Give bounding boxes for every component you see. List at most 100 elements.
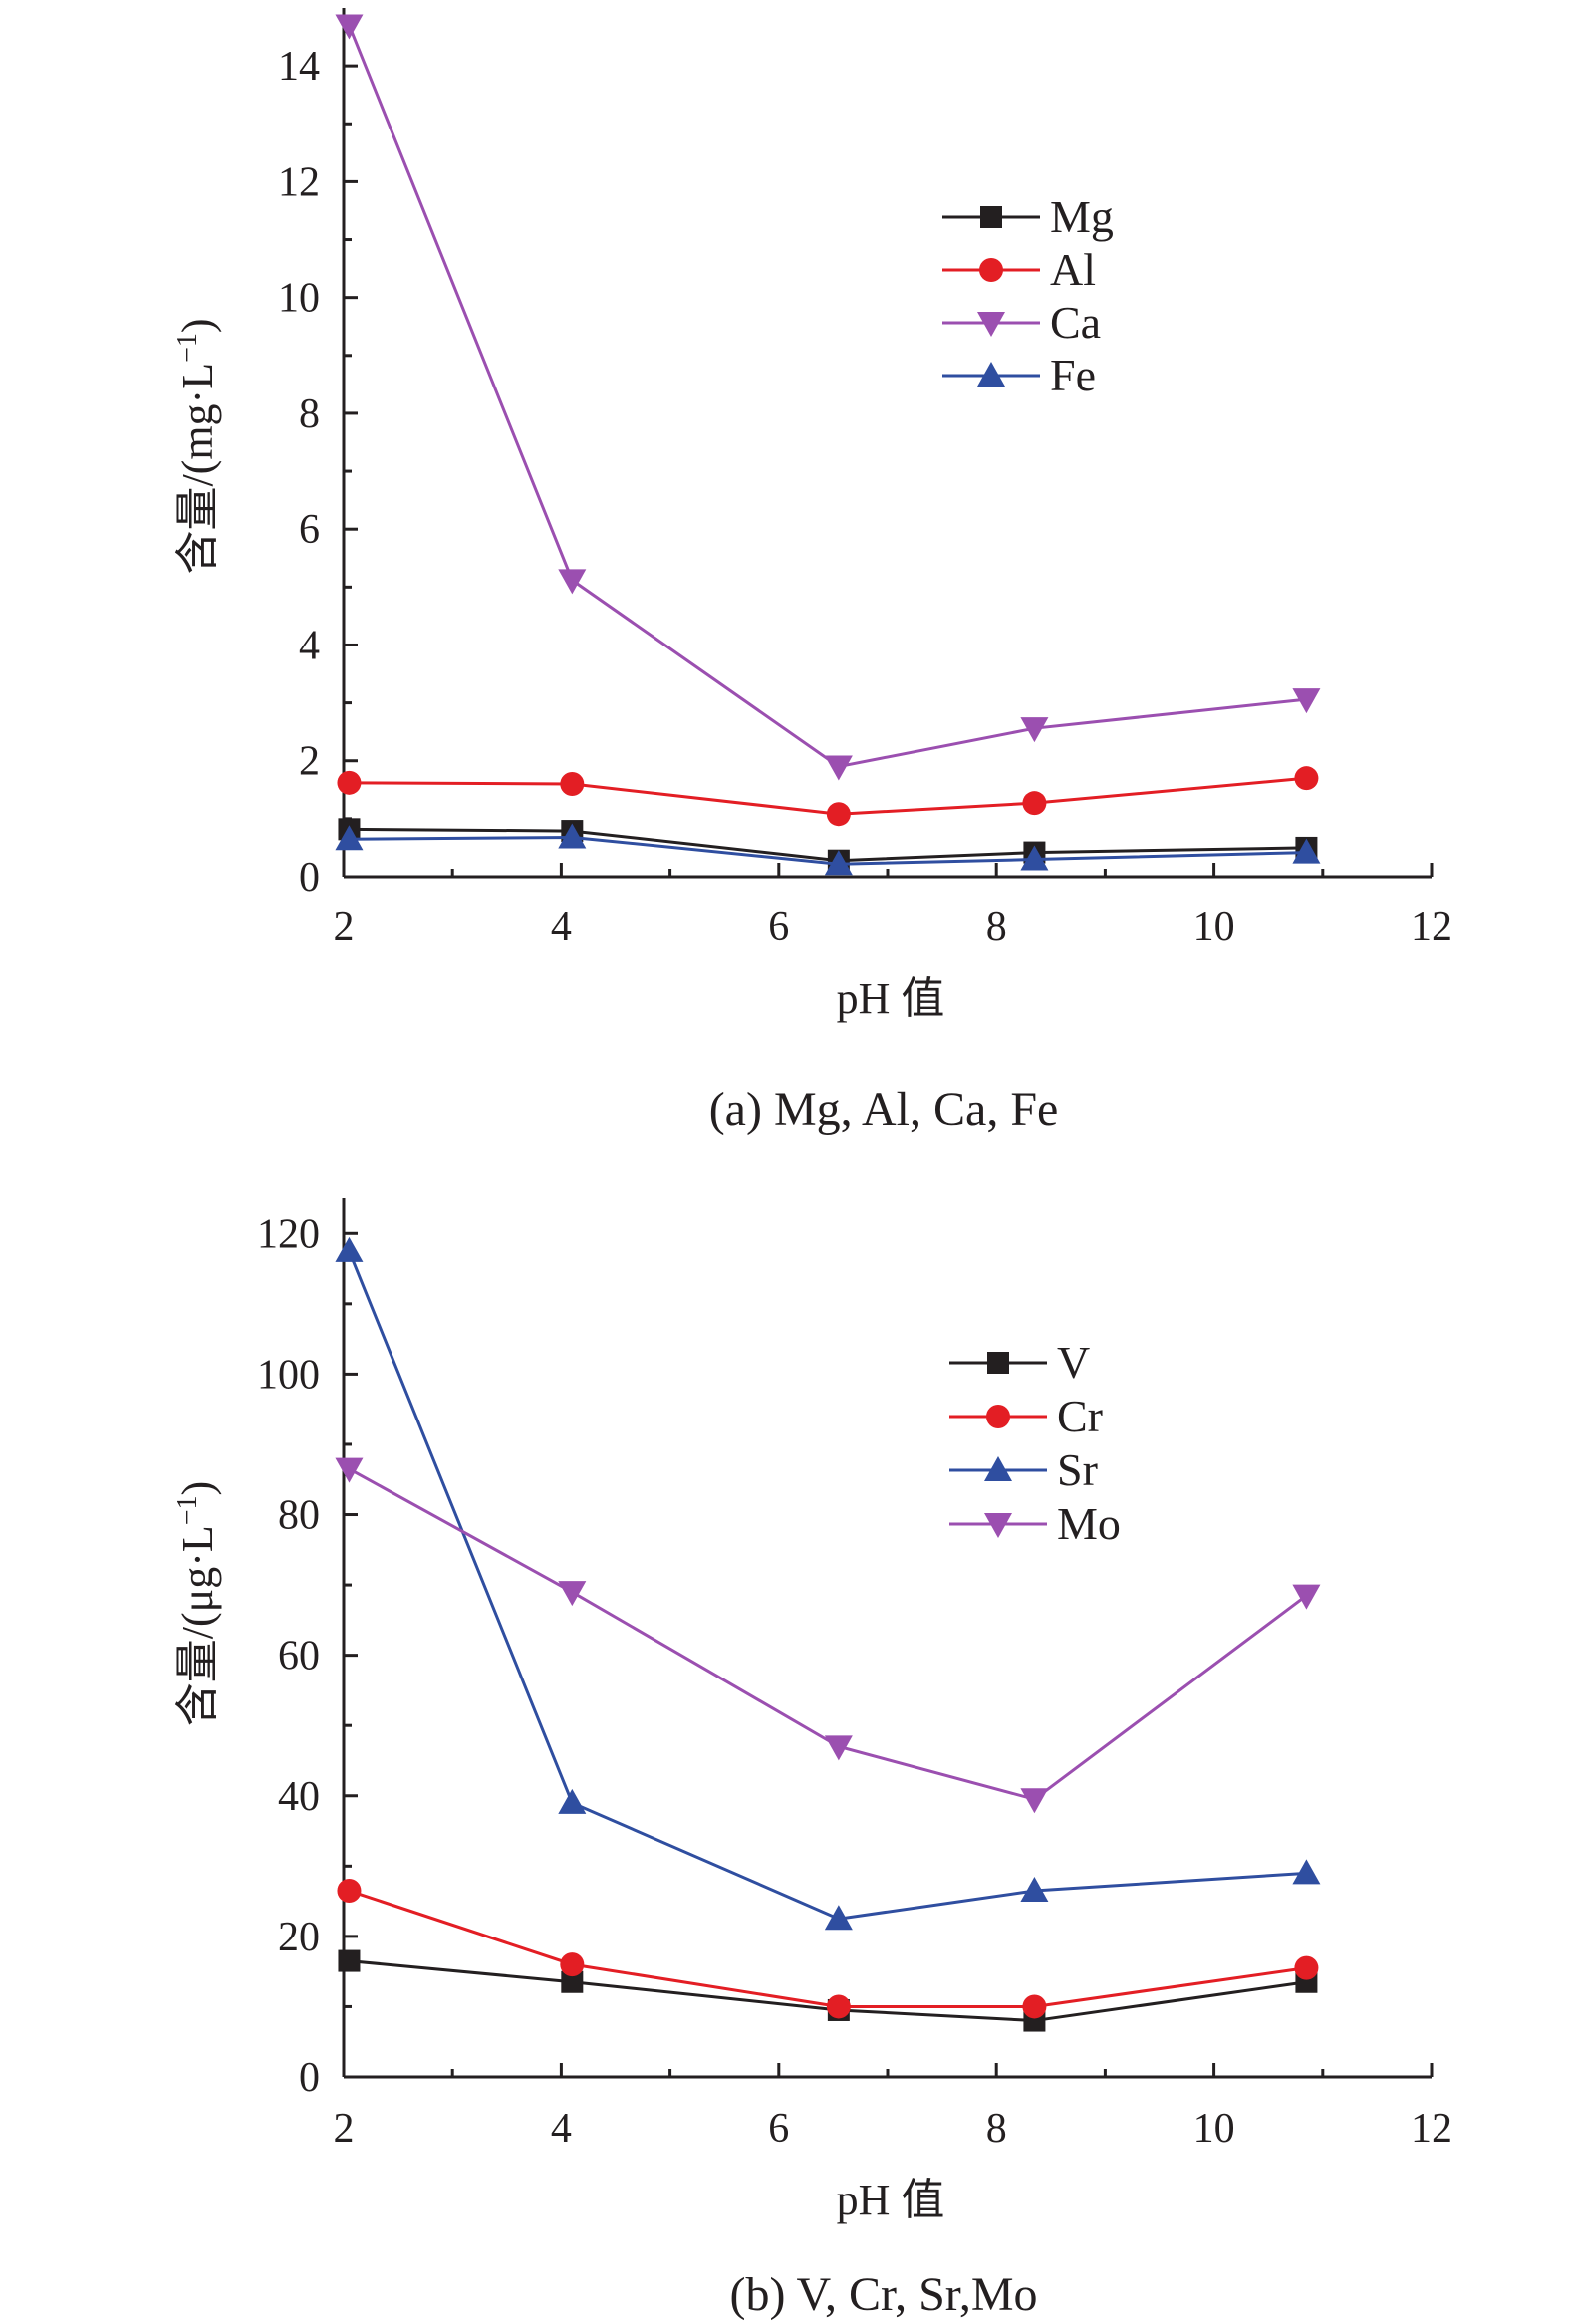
chart-a-y-tick-label: 14 [278, 44, 320, 90]
chart-a-series-al [337, 766, 1319, 827]
chart-a-legend-marker [977, 312, 1005, 337]
chart-b-data-point [1022, 1994, 1047, 2019]
chart-b-legend-item: Cr [949, 1391, 1103, 1441]
chart-a-data-point [335, 14, 364, 40]
chart-b-data-point [1294, 1955, 1319, 1980]
chart-b-y-tick-label: 60 [278, 1634, 320, 1679]
chart-b-y-tick-label: 0 [299, 2055, 320, 2101]
chart-a-y-tick-label: 10 [278, 276, 320, 322]
chart-a-legend-marker [979, 258, 1003, 282]
chart-a-x-tick-label: 4 [551, 904, 572, 950]
chart-b-x-axis-title: pH 值 [837, 2176, 945, 2224]
chart-b-y-tick-label: 80 [278, 1493, 320, 1539]
chart-b-y-tick-label: 120 [257, 1211, 320, 1257]
chart-b-legend-marker [986, 1405, 1010, 1428]
chart-b-legend-label: Cr [1057, 1391, 1103, 1441]
chart-b-x-tick-label: 6 [768, 2106, 789, 2152]
chart-a-x-tick-label: 2 [334, 904, 355, 950]
chart-b-legend-label: Sr [1057, 1444, 1098, 1495]
chart-a-data-point [1020, 717, 1049, 743]
chart-b-series-cr [337, 1879, 1319, 2019]
chart-a-caption: (a) Mg, Al, Ca, Fe [709, 1083, 1059, 1136]
chart-b-x-tick-label: 10 [1193, 2106, 1235, 2152]
chart-a-legend-label: Fe [1050, 350, 1096, 400]
chart-b-data-point [826, 1994, 851, 2019]
chart-a-x-axis-title: pH 值 [837, 974, 945, 1023]
chart-b-legend-item: V [949, 1337, 1090, 1388]
chart-a-series-line [348, 24, 1307, 769]
chart-b-x-tick-label: 4 [551, 2106, 572, 2152]
chart-b-data-point [337, 1879, 362, 1904]
chart-a-series-fe [335, 823, 1321, 876]
chart-b-data-point [1020, 1788, 1049, 1814]
chart-a-series-line [349, 776, 1307, 816]
chart-b-data-point [1292, 1584, 1321, 1610]
chart-a-legend-label: Ca [1050, 297, 1101, 348]
chart-a-series-ca [335, 14, 1321, 781]
chart-a-x-tick-label: 10 [1193, 904, 1235, 950]
chart-b-series-sr [335, 1236, 1321, 1931]
chart-b-legend-marker [987, 1352, 1009, 1374]
chart-b-data-point [560, 1952, 585, 1977]
chart-b-data-point [824, 1735, 853, 1761]
chart-b-data-point [335, 1236, 364, 1262]
chart-a-y-tick-label: 4 [299, 623, 320, 668]
chart-b-series-line [348, 1467, 1308, 1801]
chart-a-data-point [560, 771, 585, 796]
chart-a-legend-label: Al [1050, 244, 1096, 295]
chart-a-y-tick-label: 6 [299, 507, 320, 553]
chart-a-x-tick-label: 12 [1411, 904, 1452, 950]
chart-a-legend-item: Mg [942, 191, 1114, 242]
chart-b-caption: (b) V, Cr, Sr,Mo [729, 2268, 1037, 2321]
chart-a-y-tick-label: 12 [278, 159, 320, 205]
chart-a-data-point [335, 825, 364, 851]
chart-a-data-point [1292, 688, 1321, 714]
chart-b-x-tick-label: 12 [1411, 2106, 1452, 2152]
chart-b-data-point [338, 1949, 361, 1972]
chart-a-legend-label: Mg [1050, 191, 1114, 242]
chart-a-y-tick-label: 8 [299, 391, 320, 437]
chart-a-data-point [824, 850, 853, 876]
chart-b-y-axis-title: 含量/(μg·L−1) [172, 1481, 222, 1726]
chart-b-y-tick-label: 100 [257, 1352, 320, 1398]
chart-b-legend-label: Mo [1057, 1498, 1121, 1549]
chart-b-series-line [348, 1889, 1307, 2008]
chart-b-data-point [1292, 1859, 1321, 1885]
chart-a-legend-marker [980, 206, 1002, 228]
chart-b-data-point [335, 1457, 364, 1483]
chart-b-series-line [348, 1250, 1307, 1921]
chart-b-x-tick-label: 2 [334, 2106, 355, 2152]
chart-a-data-point [1292, 838, 1321, 864]
chart-b-data-point [558, 1788, 587, 1814]
chart-b-legend-label: V [1057, 1337, 1090, 1388]
chart-b-y-tick-label: 20 [278, 1915, 320, 1960]
chart-b-series-v [338, 1949, 1318, 2032]
chart-b-data-point [824, 1905, 853, 1931]
chart-a-x-tick-label: 8 [986, 904, 1007, 950]
chart-a-data-point [1022, 791, 1047, 816]
chart-b-legend-marker [984, 1513, 1012, 1538]
chart-a-legend-item: Ca [942, 297, 1101, 348]
chart-a-data-point [1020, 845, 1049, 871]
chart-b-data-point [558, 1581, 587, 1607]
chart-a-data-point [1294, 766, 1319, 791]
chart-a-data-point [558, 569, 587, 595]
chart-b-legend-item: Mo [949, 1498, 1121, 1549]
chart-a-legend-item: Al [942, 244, 1096, 295]
chart-b-legend-marker [984, 1456, 1012, 1481]
chart-b-data-point [561, 1970, 584, 1993]
chart-b-data-point [1020, 1877, 1049, 1903]
chart-b-legend-item: Sr [949, 1444, 1098, 1495]
chart-a-legend-item: Fe [942, 350, 1096, 400]
chart-a-y-tick-label: 0 [299, 855, 320, 901]
chart-a-legend-marker [977, 362, 1005, 387]
chart-a-y-tick-label: 2 [299, 739, 320, 785]
chart-b-x-tick-label: 8 [986, 2106, 1007, 2152]
chart-b-series-mo [335, 1457, 1321, 1814]
chart-a-data-point [824, 755, 853, 781]
chart-a-y-axis-title: 含量/(mg·L−1) [172, 318, 222, 574]
